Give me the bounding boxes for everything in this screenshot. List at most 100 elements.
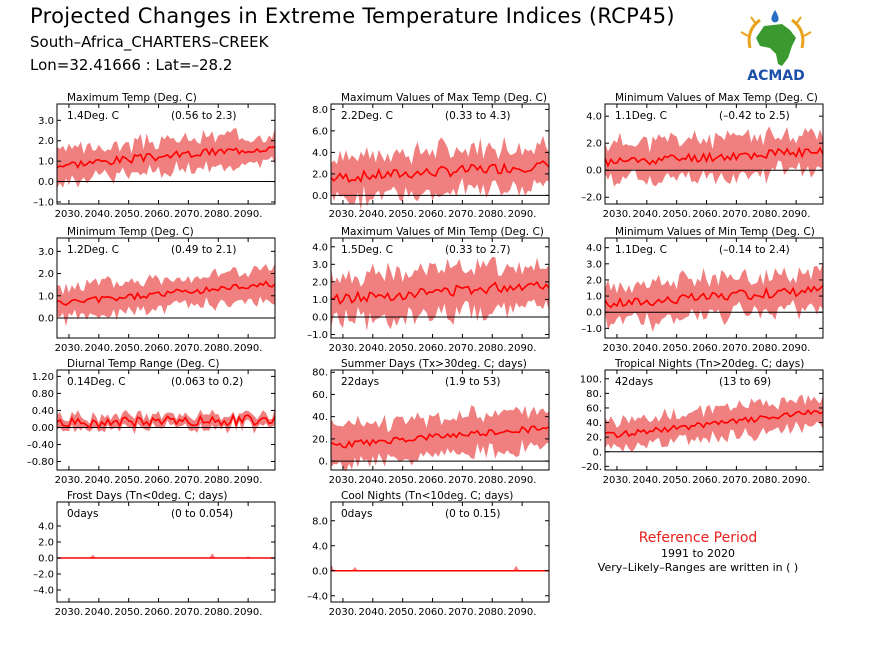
x-tick-label: 2070. xyxy=(722,475,751,486)
y-tick-label: 3.0 xyxy=(586,259,602,270)
x-tick-label: 2030. xyxy=(603,475,632,486)
x-tick-label: 2090. xyxy=(234,607,263,618)
x-tick-label: 2040. xyxy=(632,209,661,220)
x-tick-label: 2050. xyxy=(662,475,691,486)
x-tick-label: 2080. xyxy=(204,343,233,354)
very-likely-range-band xyxy=(331,256,549,332)
y-tick-label: –1.0 xyxy=(581,324,602,335)
ensemble-mean-line xyxy=(604,409,824,439)
likely-range-label: (0.56 to 2.3) xyxy=(171,110,237,122)
acmad-logo-text: ACMAD xyxy=(747,68,805,84)
y-tick-label: 40. xyxy=(312,412,328,423)
x-tick-label: 2070. xyxy=(448,607,477,618)
ensemble-mean-line xyxy=(56,280,276,306)
change-value-label: 1.1Deg. C xyxy=(615,110,667,122)
x-tick-label: 2070. xyxy=(174,475,203,486)
y-tick-label: 100. xyxy=(580,374,602,385)
ensemble-mean-line xyxy=(330,425,550,449)
y-tick-label: 0.0 xyxy=(586,308,602,319)
x-tick-label: 2030. xyxy=(329,475,358,486)
ensemble-mean-line xyxy=(330,159,550,184)
x-tick-label: 2090. xyxy=(234,209,263,220)
plot-frame xyxy=(330,369,550,471)
chart-panel: 3.0 2.0 1.0 0.0 2030. 2040. 2050. 2060. 2070. 208… xyxy=(38,226,276,354)
chart-title: Frost Days (Tn<0deg. C; days) xyxy=(67,490,227,502)
ensemble-mean-line xyxy=(604,146,824,168)
plot-frame xyxy=(56,501,276,603)
x-tick-label: 2080. xyxy=(752,475,781,486)
y-tick-label: 1.0 xyxy=(586,292,602,303)
very-likely-range-band xyxy=(331,135,549,211)
y-tick-label: 80. xyxy=(312,368,328,379)
y-tick-label: –1.0 xyxy=(307,330,328,341)
y-tick-label: 2.0 xyxy=(586,139,602,150)
very-likely-range-band xyxy=(57,407,275,435)
x-tick-label: 2050. xyxy=(662,343,691,354)
plot-frame xyxy=(604,237,824,339)
y-tick-label: 4.0 xyxy=(312,541,328,552)
x-tick-label: 2080. xyxy=(478,209,507,220)
x-tick-label: 2090. xyxy=(234,343,263,354)
reference-period-note: Reference Period 1991 to 2020 Very–Likel… xyxy=(588,530,808,574)
y-tick-label: 8.0 xyxy=(312,516,328,527)
y-tick-label: 0. xyxy=(318,457,328,468)
change-value-label: 1.5Deg. C xyxy=(341,244,393,256)
ensemble-mean-line xyxy=(56,145,276,170)
likely-range-label: (0 to 0.15) xyxy=(445,508,500,520)
x-tick-label: 2060. xyxy=(144,343,173,354)
ensemble-mean-line xyxy=(330,280,550,305)
x-tick-label: 2050. xyxy=(114,607,143,618)
africa-map-icon xyxy=(756,24,796,66)
y-tick-label: 0.0 xyxy=(312,312,328,323)
change-value-label: 0days xyxy=(67,508,98,520)
likely-range-label: (–0.14 to 2.4) xyxy=(719,244,790,256)
plot-frame xyxy=(604,369,824,471)
x-tick-label: 2050. xyxy=(662,209,691,220)
x-tick-label: 2090. xyxy=(782,209,811,220)
y-tick-label: 1.0 xyxy=(38,157,54,168)
sun-rays-icon xyxy=(740,16,812,49)
x-tick-label: 2090. xyxy=(508,209,537,220)
x-tick-label: 2030. xyxy=(55,343,84,354)
x-tick-label: 2070. xyxy=(174,209,203,220)
likely-range-label: (0.33 to 2.7) xyxy=(445,244,511,256)
y-tick-label: 0.80 xyxy=(32,389,54,400)
plot-frame xyxy=(330,501,550,603)
x-tick-label: 2040. xyxy=(84,209,113,220)
x-tick-label: 2080. xyxy=(752,209,781,220)
plot-frame xyxy=(56,237,276,339)
x-tick-label: 2060. xyxy=(692,209,721,220)
x-tick-label: 2090. xyxy=(782,343,811,354)
likely-range-label: (0 to 0.054) xyxy=(171,508,233,520)
likely-range-label: (0.063 to 0.2) xyxy=(171,376,243,388)
x-tick-label: 2030. xyxy=(55,607,84,618)
plot-frame xyxy=(56,369,276,471)
x-tick-label: 2060. xyxy=(692,475,721,486)
change-value-label: 22days xyxy=(341,376,379,388)
y-tick-label: 4.0 xyxy=(312,242,328,253)
chart-panel: 80.60.40.20.0.2030. 2040. 2050. 2060. 2070. 2… xyxy=(312,358,550,486)
y-tick-label: 2.0 xyxy=(38,538,54,549)
x-tick-label: 2060. xyxy=(144,607,173,618)
chart-title: Minimum Values of Max Temp (Deg. C) xyxy=(615,92,818,104)
x-tick-label: 2040. xyxy=(84,607,113,618)
x-tick-label: 2030. xyxy=(329,607,358,618)
x-tick-label: 2080. xyxy=(478,475,507,486)
change-value-label: 1.4Deg. C xyxy=(67,110,119,122)
plot-frame xyxy=(604,103,824,205)
y-tick-label: 3.0 xyxy=(312,260,328,271)
x-tick-label: 2050. xyxy=(388,607,417,618)
very-likely-range-band xyxy=(331,563,549,571)
y-tick-label: 6.0 xyxy=(312,126,328,137)
x-tick-label: 2070. xyxy=(174,607,203,618)
very-likely-range-band xyxy=(331,405,549,472)
very-likely-range-band xyxy=(57,263,275,327)
x-tick-label: 2040. xyxy=(84,343,113,354)
change-value-label: 0.14Deg. C xyxy=(67,376,126,388)
likely-range-label: (–0.42 to 2.5) xyxy=(719,110,790,122)
x-tick-label: 2030. xyxy=(603,209,632,220)
